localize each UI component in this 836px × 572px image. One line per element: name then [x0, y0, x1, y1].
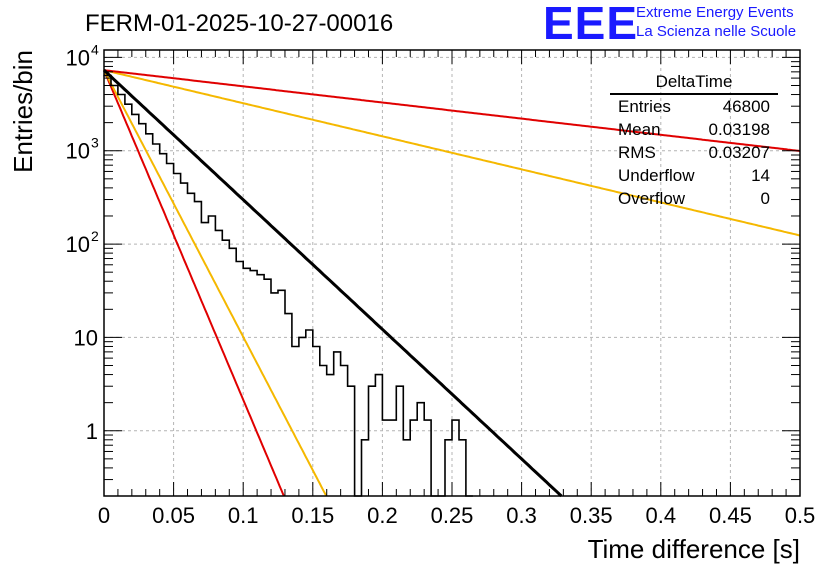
stats-label: Underflow [618, 166, 695, 185]
histogram-bin [306, 330, 313, 496]
stats-label: Mean [618, 120, 661, 139]
stats-row-underflow: Underflow 14 [610, 165, 778, 188]
x-tick-label: 0.15 [291, 503, 334, 528]
histogram-bin [153, 144, 160, 496]
eee-line1: Extreme Energy Events [636, 4, 794, 21]
histogram-steps [103, 74, 473, 497]
histogram-bin [167, 163, 174, 496]
stats-label: RMS [618, 143, 656, 162]
stats-value: 0 [760, 189, 770, 208]
histogram-bin [348, 386, 355, 496]
histogram-bin [285, 314, 292, 496]
stats-row-overflow: Overflow 0 [610, 188, 778, 211]
stats-row-entries: Entries 46800 [610, 96, 778, 119]
histogram-bin [459, 440, 466, 496]
eee-logo-text: Extreme Energy Events La Scienza nelle S… [636, 3, 796, 41]
histogram-bin [111, 85, 118, 496]
y-axis-label: Entries/bin [8, 50, 38, 173]
y-tick-exponent: 2 [91, 228, 99, 244]
histogram-bin [452, 420, 459, 496]
chart-title: FERM-01-2025-10-27-00016 [85, 10, 394, 37]
histogram-bin [396, 386, 403, 496]
histogram-bin [417, 403, 424, 496]
histogram-bin [118, 95, 125, 496]
y-tick-label: 1 [86, 419, 98, 444]
stats-value: 0.03207 [708, 143, 770, 162]
histogram-bin [382, 420, 389, 496]
histogram-bin [389, 420, 396, 496]
stats-label: Overflow [618, 189, 686, 208]
histogram-bin [410, 420, 417, 496]
curve-red-shallow [103, 69, 801, 152]
curve-orange-shallow [103, 69, 801, 237]
stats-title: DeltaTime [610, 72, 778, 95]
histogram-bin [445, 440, 452, 496]
curve-orange-steep [103, 69, 328, 497]
x-tick-label: 0.1 [228, 503, 259, 528]
histogram-bin [139, 124, 146, 496]
histogram-bin [146, 134, 153, 496]
x-tick-label: 0.4 [646, 503, 677, 528]
histogram-bin [132, 114, 139, 496]
stats-row-rms: RMS 0.03207 [610, 142, 778, 165]
x-tick-label: 0.5 [785, 503, 816, 528]
histogram-bin [299, 337, 306, 496]
x-tick-label: 0.2 [367, 503, 398, 528]
histogram-bin [271, 293, 278, 496]
y-tick-label: 10 [66, 232, 90, 257]
fit-curve [102, 69, 563, 498]
stats-label: Entries [618, 97, 671, 116]
histogram-bin [327, 375, 334, 496]
stats-value: 46800 [722, 97, 770, 116]
stats-box: DeltaTime Entries 46800 Mean 0.03198 RMS… [610, 72, 778, 211]
histogram-bin [403, 440, 410, 496]
x-tick-label: 0.05 [152, 503, 195, 528]
curve-red-steep [103, 69, 285, 497]
y-tick-label: 10 [66, 139, 90, 164]
x-tick-label: 0.45 [709, 503, 752, 528]
histogram-bin [222, 240, 229, 496]
histogram-bin [424, 420, 431, 496]
histogram-bin [104, 75, 111, 496]
x-tick-label: 0 [98, 503, 110, 528]
x-tick-label: 0.35 [570, 503, 613, 528]
stats-value: 0.03198 [708, 120, 770, 139]
y-tick-exponent: 3 [91, 135, 99, 151]
x-tick-label: 0.3 [506, 503, 537, 528]
histogram-bin [362, 440, 369, 496]
stats-row-mean: Mean 0.03198 [610, 119, 778, 142]
histogram-bin [278, 290, 285, 496]
stats-value: 14 [751, 166, 770, 185]
histogram-bin [243, 268, 250, 496]
histogram-bin [215, 230, 222, 496]
histogram-bin [334, 352, 341, 496]
x-axis-label: Time difference [s] [588, 534, 800, 564]
y-tick-label: 10 [66, 45, 90, 70]
histogram-bin [368, 386, 375, 496]
eee-logo: EEE [543, 0, 639, 49]
histogram-bin [229, 248, 236, 496]
histogram-bin [250, 271, 257, 496]
x-tick-label: 0.25 [431, 503, 474, 528]
eee-line2: La Scienza nelle Scuole [636, 23, 797, 40]
histogram-bin [257, 275, 264, 496]
histogram-bin [174, 174, 181, 496]
histogram-bin [375, 375, 382, 496]
histogram-bin [236, 262, 243, 496]
y-tick-exponent: 4 [91, 41, 99, 57]
y-tick-label: 10 [74, 325, 98, 350]
histogram-bin [292, 346, 299, 496]
histogram-bin [208, 216, 215, 496]
histogram-bin [125, 104, 132, 496]
